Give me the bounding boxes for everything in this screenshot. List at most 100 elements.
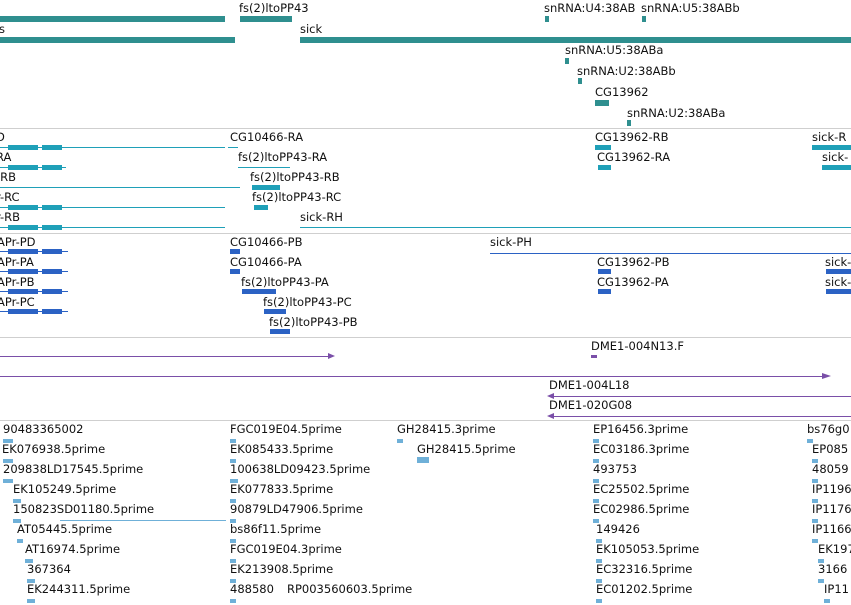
read-label[interactable]: IP11 [824,582,849,596]
read-glyph[interactable] [17,539,23,543]
gene-feature-bar[interactable] [642,16,646,22]
gene-feature-bar[interactable] [0,16,225,22]
read-label[interactable]: 209838LD17545.5prime [3,462,144,476]
read-label[interactable]: EC32316.5prime [596,562,693,576]
read-glyph[interactable] [596,579,602,583]
read-label[interactable]: EK244311.5prime [27,582,131,596]
read-glyph[interactable] [27,579,35,583]
transcript-label[interactable]: sick-RH [300,210,343,224]
transcript-exon[interactable] [8,205,38,210]
transcript-label[interactable]: RA [0,150,12,164]
transcript-exon[interactable] [42,165,62,170]
protein-exon[interactable] [826,269,851,274]
protein-exon[interactable] [598,269,611,274]
protein-label[interactable]: CG10466-PB [230,235,303,249]
est-arrow[interactable] [547,393,554,399]
protein-exon[interactable] [598,289,611,294]
gene-feature-bar[interactable] [595,100,609,106]
est-label[interactable]: DME1-004L18 [549,378,630,392]
gene-feature-bar[interactable] [0,37,235,43]
read-glyph[interactable] [13,499,21,503]
read-glyph[interactable] [417,457,429,463]
read-glyph[interactable] [25,559,33,563]
read-label[interactable]: 100638LD09423.5prime [230,462,371,476]
gene-feature-bar[interactable] [565,58,569,64]
read-glyph[interactable] [593,499,599,503]
transcript-line[interactable] [228,147,238,148]
transcript-exon[interactable] [8,225,38,230]
read-label[interactable]: GH28415.3prime [397,422,496,436]
gene-feature-bar[interactable] [240,16,292,22]
protein-exon[interactable] [270,329,290,334]
protein-exon[interactable] [264,309,286,314]
transcript-exon[interactable] [42,205,62,210]
read-label[interactable]: IP1196 [812,482,851,496]
gene-label[interactable]: fs(2)ltoPP43 [239,1,309,15]
gene-feature-bar[interactable] [578,78,582,84]
read-label[interactable]: EC03186.3prime [593,442,690,456]
gene-label[interactable]: snRNA:U5:38ABb [641,1,740,15]
gene-label[interactable]: CG13962 [595,85,649,99]
protein-label[interactable]: fs(2)ltoPP43-PA [241,275,329,289]
transcript-label[interactable]: r-RB [0,210,21,224]
read-label[interactable]: GH28415.5prime [417,442,516,456]
transcript-exon[interactable] [8,165,38,170]
gene-feature-bar[interactable] [545,16,549,22]
read-label[interactable]: 149426 [596,522,640,536]
read-label[interactable]: AT16974.5prime [25,542,121,556]
read-glyph[interactable] [230,499,236,503]
protein-label[interactable]: fs(2)ltoPP43-PC [263,295,352,309]
read-glyph[interactable] [596,599,602,603]
protein-label[interactable]: APr-PD [0,235,36,249]
transcript-label[interactable]: CG10466-RA [230,130,304,144]
transcript-line[interactable] [0,227,225,228]
transcript-line[interactable] [0,187,240,188]
est-arrow[interactable] [822,373,831,379]
protein-line[interactable] [490,253,851,254]
protein-exon[interactable] [8,309,38,314]
protein-exon[interactable] [42,249,62,254]
read-glyph[interactable] [812,519,818,523]
transcript-label[interactable]: sick- [822,150,849,164]
est-line[interactable] [552,416,851,417]
read-glyph[interactable] [230,479,238,483]
gene-feature-bar[interactable] [627,120,631,126]
gene-label[interactable]: s [0,22,5,36]
read-label[interactable]: bs76g0 [807,422,850,436]
transcript-label[interactable]: r-RC [0,190,20,204]
read-glyph[interactable] [13,519,21,523]
read-label[interactable]: 90879LD47906.5prime [230,502,363,516]
read-glyph[interactable] [3,439,13,443]
protein-label[interactable]: sick- [825,255,851,269]
read-glyph[interactable] [397,439,403,443]
est-arrow[interactable] [547,413,554,419]
read-glyph[interactable] [230,519,236,523]
transcript-exon[interactable] [42,145,62,150]
protein-exon[interactable] [8,249,38,254]
read-glyph[interactable] [230,439,236,443]
read-label[interactable]: EC25502.5prime [593,482,690,496]
protein-label[interactable]: CG13962-PB [597,255,670,269]
read-glyph[interactable] [230,599,236,603]
read-label[interactable]: FGC019E04.3prime [230,542,342,556]
protein-exon[interactable] [242,289,276,294]
protein-exon[interactable] [230,269,240,274]
est-line[interactable] [0,356,330,357]
read-glyph[interactable] [807,439,813,443]
transcript-exon[interactable] [8,145,38,150]
protein-exon[interactable] [42,289,62,294]
read-glyph[interactable] [593,479,599,483]
read-label[interactable]: IP1176 [812,502,851,516]
protein-exon[interactable] [8,269,38,274]
transcript-line[interactable] [300,227,851,228]
read-label[interactable]: 90483365002 [3,422,84,436]
read-label[interactable]: EC02986.5prime [593,502,690,516]
gene-label[interactable]: sick [300,22,323,36]
read-glyph[interactable] [230,559,236,563]
transcript-label[interactable]: D [0,130,5,144]
read-glyph[interactable] [812,539,818,543]
protein-label[interactable]: CG13962-PA [597,275,669,289]
protein-label[interactable]: APr-PA [0,255,34,269]
read-glyph[interactable] [593,459,599,463]
read-glyph[interactable] [818,559,824,563]
